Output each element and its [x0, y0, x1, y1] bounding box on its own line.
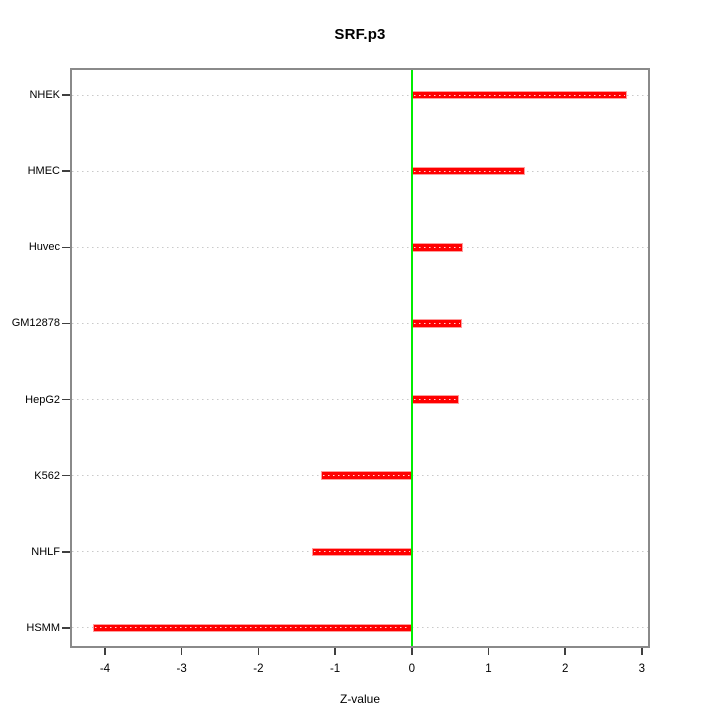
x-tick-label-0: 0	[408, 663, 415, 675]
bar-grid-dots	[94, 627, 410, 629]
bar-grid-dots	[413, 94, 626, 96]
bar-huvec	[411, 243, 464, 252]
y-label-hsmm: HSMM	[26, 621, 60, 634]
bar-grid-dots	[314, 551, 410, 553]
bar-grid-dots	[413, 170, 524, 172]
bar-k562	[321, 471, 412, 480]
y-tick-hmec	[62, 170, 70, 172]
bar-hsmm	[92, 623, 412, 633]
x-tick-label-1: 1	[485, 663, 492, 675]
x-tick-0	[411, 648, 413, 655]
y-tick-nhlf	[62, 551, 70, 553]
x-tick--1	[334, 648, 336, 655]
x-tick-label-3: 3	[638, 663, 646, 675]
x-tick-label--2: -2	[253, 663, 264, 675]
x-tick-label--1: -1	[329, 663, 341, 675]
x-tick-label-2: 2	[561, 663, 569, 675]
x-tick--3	[180, 648, 183, 655]
bar-hepg2	[411, 395, 460, 404]
y-label-nhek: NHEK	[29, 89, 60, 101]
y-tick-gm12878	[62, 322, 70, 325]
x-tick--4	[104, 648, 106, 655]
bar-grid-dots	[413, 246, 462, 248]
x-tick-label--3: -3	[176, 663, 187, 675]
bar-nhek	[411, 90, 628, 100]
gridline-hmec	[72, 170, 648, 172]
y-tick-hsmm	[62, 627, 70, 629]
chart-title: SRF.p3	[334, 26, 386, 43]
zero-line	[410, 70, 413, 646]
y-label-k562: K562	[34, 469, 60, 482]
x-tick-1	[487, 648, 490, 655]
x-axis-label: Z-value	[339, 692, 380, 706]
y-tick-k562	[62, 474, 70, 477]
plot-area	[70, 68, 650, 648]
x-tick--2	[257, 648, 260, 655]
bar-gm12878	[411, 319, 463, 328]
gridline-gm12878	[72, 322, 648, 324]
y-label-hepg2: HepG2	[25, 393, 60, 406]
x-tick-3	[641, 648, 643, 655]
gridline-nhek	[72, 94, 648, 96]
bar-grid-dots	[413, 322, 461, 324]
y-label-huvec: Huvec	[28, 241, 60, 254]
gridline-huvec	[72, 246, 648, 248]
x-tick-2	[564, 648, 566, 655]
y-label-nhlf: NHLF	[31, 545, 60, 558]
bar-grid-dots	[323, 475, 410, 477]
y-tick-huvec	[62, 246, 70, 249]
y-tick-nhek	[62, 94, 70, 96]
bar-hmec	[411, 166, 526, 176]
gridline-hepg2	[72, 399, 648, 401]
y-label-hmec: HMEC	[27, 165, 60, 178]
bar-grid-dots	[413, 399, 458, 401]
y-label-gm12878: GM12878	[11, 317, 60, 330]
x-tick-label--4: -4	[99, 663, 111, 675]
y-tick-hepg2	[62, 398, 70, 401]
bar-nhlf	[312, 547, 412, 557]
